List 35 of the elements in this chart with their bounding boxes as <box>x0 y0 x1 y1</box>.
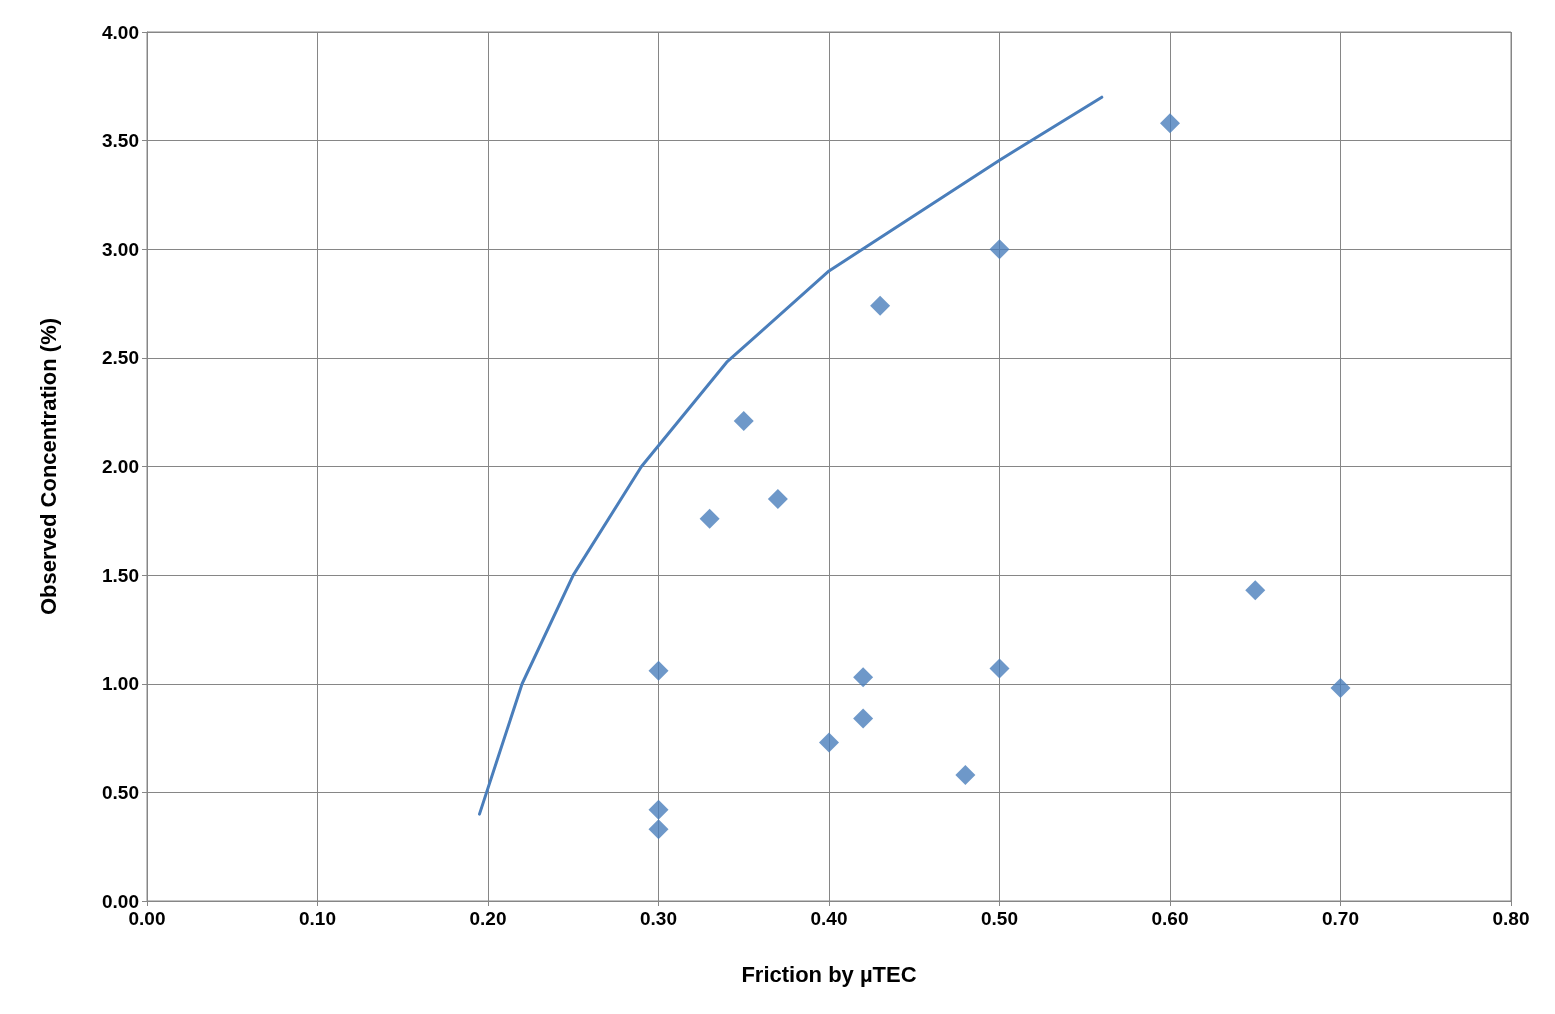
x-axis-title: Friction by µTEC <box>741 961 917 987</box>
y-tick-label: 4.00 <box>102 21 139 43</box>
point <box>955 764 976 785</box>
x-tick-label: 0.40 <box>810 908 848 929</box>
x-tick-label: 0.10 <box>299 908 336 929</box>
x-tick-label: 0.60 <box>1151 908 1189 929</box>
y-tick-label: 1.50 <box>102 564 139 586</box>
x-tick-label: 0.70 <box>1322 908 1359 929</box>
x-tick-label: 0.50 <box>981 908 1018 929</box>
point <box>989 658 1010 679</box>
point <box>1330 678 1351 699</box>
y-tick-label: 3.00 <box>102 238 139 260</box>
point <box>648 660 669 681</box>
y-tick-label: 1.00 <box>102 673 139 695</box>
x-tick-label: 0.80 <box>1492 908 1530 929</box>
y-tick-label: 2.50 <box>102 347 139 369</box>
point <box>648 819 669 840</box>
point <box>989 239 1010 260</box>
point <box>1160 113 1180 134</box>
point <box>699 508 720 529</box>
line-series <box>477 95 1104 816</box>
point <box>767 489 788 510</box>
y-tick-label: 3.50 <box>102 130 139 152</box>
point <box>648 799 669 820</box>
y-tick-label: 0.50 <box>102 781 139 803</box>
point <box>870 295 891 316</box>
y-tick-label: 2.00 <box>102 456 139 477</box>
point <box>853 708 874 729</box>
y-axis-title: Observed Concentration (%) <box>35 317 61 616</box>
point <box>733 410 754 431</box>
point <box>853 667 874 688</box>
point <box>819 732 839 753</box>
x-tick-label: 0.20 <box>469 908 507 929</box>
point <box>1245 580 1266 601</box>
x-tick-label: 0.30 <box>640 908 677 929</box>
